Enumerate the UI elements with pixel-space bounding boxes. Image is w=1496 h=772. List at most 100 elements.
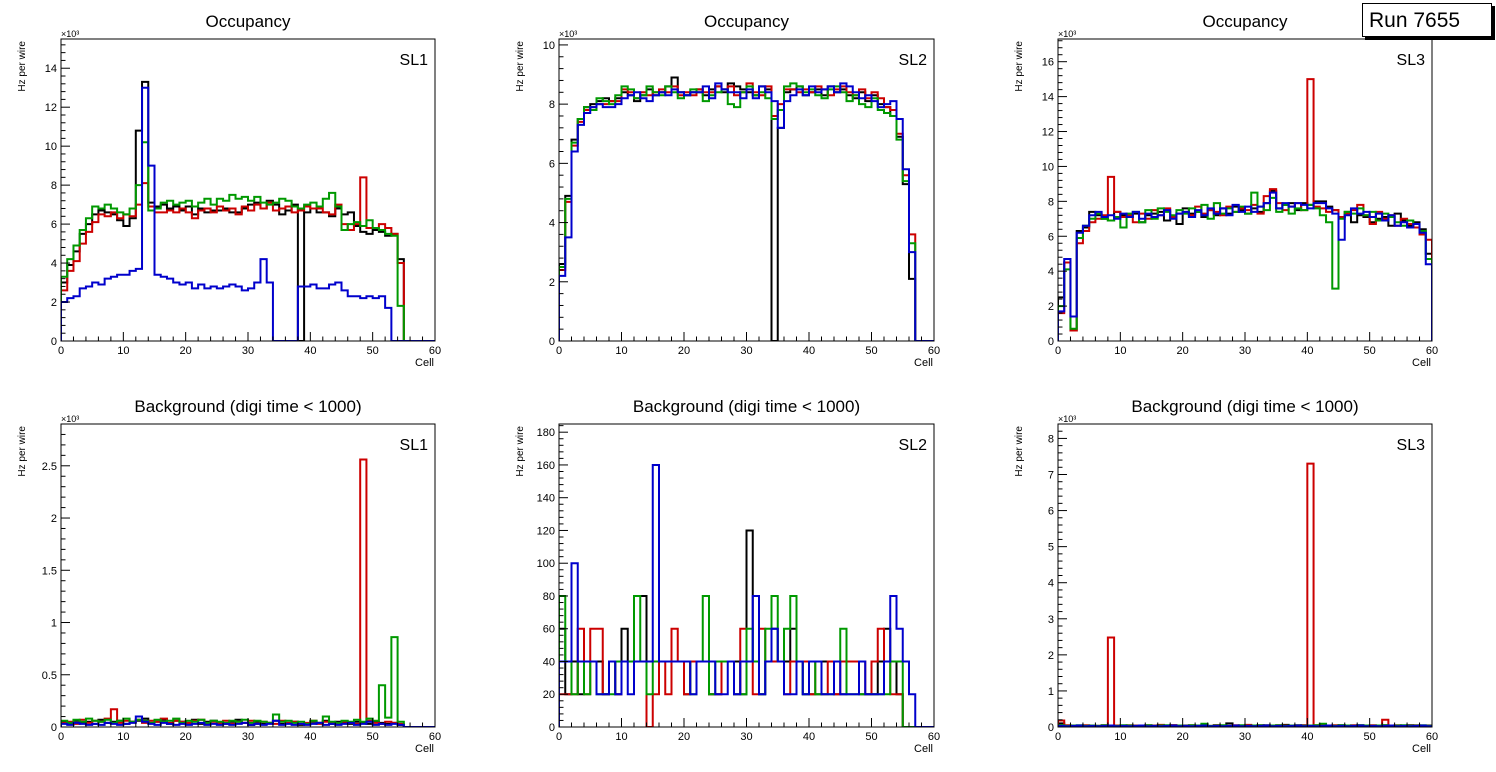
x-tick-label: 10	[117, 345, 129, 357]
x-tick-label: 20	[678, 731, 690, 743]
run-label-box: Run 7655	[1362, 3, 1492, 37]
y-tick-label: 0	[549, 336, 555, 348]
x-tick-label: 10	[615, 345, 627, 357]
y-tick-label: 100	[537, 558, 555, 570]
y-tick-label: 2	[1048, 650, 1054, 662]
chart-title: Background (digi time < 1000)	[134, 397, 361, 416]
x-tick-label: 20	[678, 345, 690, 357]
x-tick-label: 40	[803, 731, 815, 743]
y-exponent-label: ×10³	[61, 29, 79, 39]
y-exponent-label: ×10³	[61, 414, 79, 424]
x-tick-label: 50	[865, 345, 877, 357]
x-tick-label: 10	[615, 731, 627, 743]
y-axis-label: Hz per wire	[515, 426, 526, 477]
x-tick-label: 60	[928, 731, 940, 743]
series-line-black	[559, 76, 934, 341]
y-tick-label: 6	[1048, 231, 1054, 243]
y-axis-label: Hz per wire	[1014, 41, 1025, 92]
x-tick-label: 10	[117, 731, 129, 743]
y-tick-label: 80	[543, 591, 555, 603]
x-tick-label: 30	[242, 731, 254, 743]
chart-title: Background (digi time < 1000)	[633, 397, 860, 416]
x-tick-label: 30	[242, 345, 254, 357]
y-tick-label: 0.5	[42, 670, 57, 682]
y-axis-label: Hz per wire	[17, 426, 28, 477]
x-axis-label: Cell	[1412, 743, 1431, 755]
x-tick-label: 40	[1301, 345, 1313, 357]
x-tick-label: 40	[304, 731, 316, 743]
y-tick-label: 1	[51, 618, 57, 630]
y-tick-label: 4	[549, 218, 555, 230]
x-tick-label: 40	[1301, 731, 1313, 743]
chart-panel: Background (digi time < 1000)0 10 20 30 40 50…	[17, 397, 441, 755]
x-tick-label: 60	[429, 731, 441, 743]
x-tick-label: 50	[865, 731, 877, 743]
series-line-green	[559, 82, 934, 341]
chart-panel: Background (digi time < 1000)0 10 20 30 40 50…	[1014, 397, 1438, 755]
x-axis-label: Cell	[914, 743, 933, 755]
chart-panel: Background (digi time < 1000)0 10 20 30 40 50…	[515, 397, 940, 755]
panel-label: SL2	[899, 52, 928, 69]
y-tick-label: 0	[51, 722, 57, 734]
y-tick-label: 40	[543, 656, 555, 668]
x-tick-label: 10	[1114, 731, 1126, 743]
y-tick-label: 10	[45, 141, 57, 153]
x-tick-label: 60	[429, 345, 441, 357]
x-tick-label: 50	[367, 731, 379, 743]
x-tick-label: 30	[1239, 731, 1251, 743]
x-axis-label: Cell	[415, 743, 434, 755]
y-tick-label: 120	[537, 525, 555, 537]
y-tick-label: 6	[549, 158, 555, 170]
chart-panel: Occupancy 0 10 20 30 40 50 60 0 2 4 6 8 10 12 14 16 ×10³ C…	[1014, 12, 1438, 369]
y-tick-label: 8	[51, 180, 57, 192]
panel-label: SL1	[400, 52, 429, 69]
y-tick-label: 60	[543, 624, 555, 636]
y-exponent-label: ×10³	[1058, 414, 1076, 424]
chart-title: Background (digi time < 1000)	[1131, 397, 1358, 416]
x-tick-label: 20	[180, 731, 192, 743]
y-tick-label: 14	[1042, 92, 1054, 104]
y-tick-label: 0	[1048, 336, 1054, 348]
chart-panel: Occupancy 0 10 20 30 40 50 60 0 2 4 6 8 10 ×10³ Cell Hz …	[515, 12, 940, 369]
series-line-blue	[61, 86, 435, 341]
x-axis-label: Cell	[914, 357, 933, 369]
panel-label: SL1	[400, 437, 429, 454]
series-group	[559, 463, 934, 727]
x-tick-label: 0	[1055, 345, 1061, 357]
panel-label: SL3	[1397, 52, 1426, 69]
y-tick-label: 8	[1048, 196, 1054, 208]
x-axis-label: Cell	[1412, 357, 1431, 369]
x-tick-label: 60	[1426, 345, 1438, 357]
series-group	[1058, 78, 1432, 341]
y-tick-label: 5	[1048, 542, 1054, 554]
y-tick-label: 1.5	[42, 565, 57, 577]
x-tick-label: 40	[803, 345, 815, 357]
y-tick-label: 2.5	[42, 461, 57, 473]
y-tick-label: 0	[1048, 722, 1054, 734]
chart-panel: Occupancy 0 10 20 30 40 50 60 0 2 4 6 8 10 12 14 ×10³ Cel…	[17, 12, 441, 369]
series-line-red	[1058, 462, 1432, 727]
x-tick-label: 10	[1114, 345, 1126, 357]
x-tick-label: 0	[1055, 731, 1061, 743]
x-tick-label: 0	[556, 731, 562, 743]
y-tick-label: 12	[45, 102, 57, 114]
x-tick-label: 40	[304, 345, 316, 357]
x-tick-label: 60	[928, 345, 940, 357]
y-axis-label: Hz per wire	[515, 41, 526, 92]
chart-title: Occupancy	[205, 12, 291, 31]
y-tick-label: 4	[1048, 578, 1054, 590]
y-axis-label: Hz per wire	[17, 41, 28, 92]
y-tick-label: 1	[1048, 686, 1054, 698]
y-tick-label: 12	[1042, 127, 1054, 139]
y-tick-label: 0	[51, 336, 57, 348]
x-tick-label: 50	[367, 345, 379, 357]
y-tick-label: 10	[1042, 161, 1054, 173]
series-line-green	[61, 636, 435, 727]
panel-label: SL2	[899, 437, 928, 454]
x-tick-label: 20	[180, 345, 192, 357]
x-tick-label: 30	[1239, 345, 1251, 357]
x-tick-label: 0	[58, 731, 64, 743]
series-group	[61, 80, 435, 341]
y-tick-label: 3	[1048, 614, 1054, 626]
